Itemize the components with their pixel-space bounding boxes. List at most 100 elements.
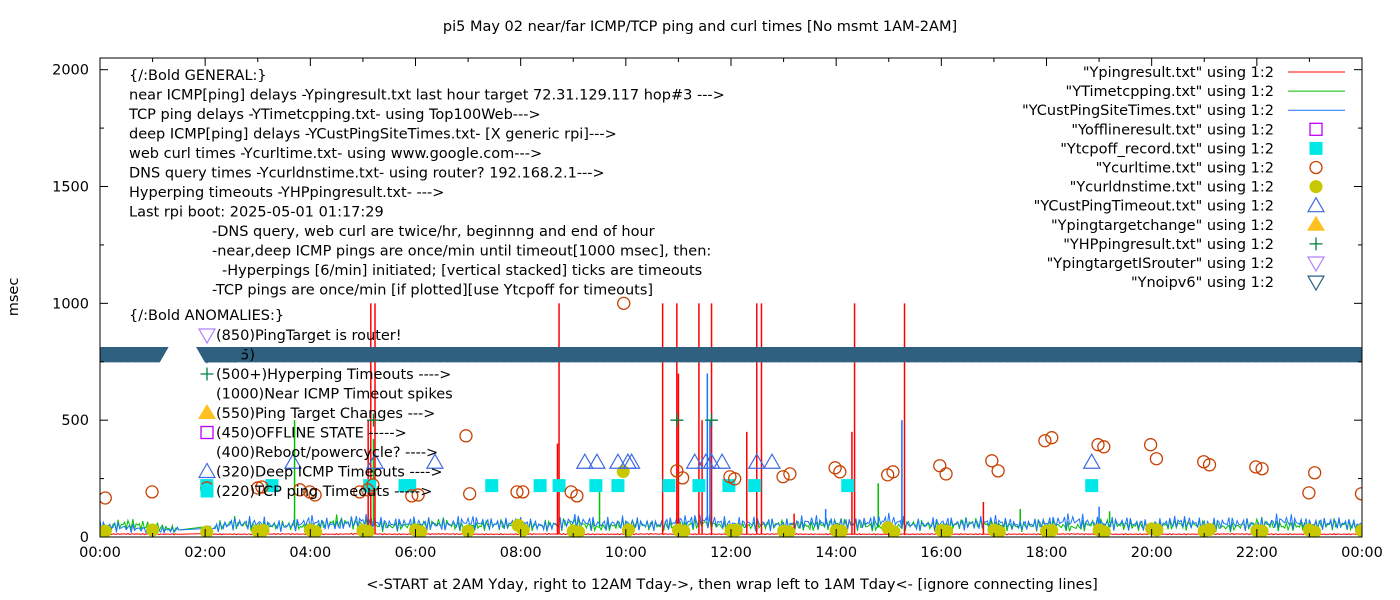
- annotations: {/:Bold GENERAL:} near ICMP[ping] delays …: [128, 68, 725, 500]
- ycurltime-txt-using-point: [510, 485, 524, 499]
- ycurldnstime-txt-using-point: [100, 524, 112, 537]
- x-tick-label: 14:00: [815, 545, 857, 561]
- anomaly-label: (400)Reboot/powercycle? ---->: [216, 445, 438, 461]
- anomaly-label: (850)PingTarget is router!: [216, 328, 402, 344]
- ycurldnstime-txt-using-point: [414, 525, 428, 537]
- legend-swatch-open-triangle-down-icon: [1306, 275, 1326, 292]
- yhppingresult-txt-using-point: [705, 413, 719, 427]
- ycurldnstime-txt-using-point: [256, 523, 270, 537]
- y-tick-label: 0: [80, 530, 89, 546]
- general-subnote: -DNS query, web curl are twice/hr, begin…: [212, 224, 655, 240]
- ycurltime-txt-using-point: [459, 429, 473, 443]
- legend-swatch-open-circle-icon: [1309, 160, 1323, 175]
- general-note: DNS query times -Ycurldnstime.txt- using…: [129, 166, 605, 182]
- ynoipv6-point: [1352, 346, 1362, 363]
- y-tick-label: 500: [61, 413, 89, 429]
- anomaly-symbol-open-triangle-down-icon: [197, 328, 217, 345]
- ytcpoff-record-txt-using-point: [841, 479, 855, 493]
- legend-swatch-open-triangle-down-icon: [1306, 256, 1326, 273]
- ycurltime-txt-using-point: [991, 464, 1005, 478]
- ycurltime-txt-using-point: [366, 478, 380, 492]
- ytcpoff-record-txt-using-point: [692, 479, 706, 493]
- ycurltime-txt-using-point: [1249, 460, 1263, 474]
- ytcpoff-record-txt-using-point: [1085, 479, 1099, 493]
- legend-swatch-filled-circle-icon: [1309, 180, 1323, 194]
- x-tick-label: 00:00: [79, 545, 121, 561]
- legend-swatch-plus-icon: [1309, 237, 1323, 251]
- y-tick-label: 2000: [52, 63, 89, 79]
- general-note: TCP ping delays -YTimetcpping.txt- using…: [128, 107, 541, 123]
- ycustpingtimeout-txt-using-point: [622, 453, 641, 469]
- x-tick-label: 16:00: [920, 545, 962, 561]
- ycurltime-txt-using-point: [255, 480, 269, 494]
- anomaly-symbol-open-triangle-up-icon: [197, 462, 217, 479]
- x-tick-label: 22:00: [1236, 545, 1278, 561]
- ycustpingtimeout-txt-using-point: [575, 453, 594, 469]
- ycurltime-txt-using-point: [1097, 440, 1111, 454]
- legend-swatch-plus-icon-stroke: [1309, 237, 1323, 251]
- ycustpingtimeout-txt-using-point: [702, 453, 721, 469]
- anomaly-symbol-plus-icon-stroke: [200, 367, 214, 381]
- ycurltime-txt-using-point: [1143, 438, 1158, 452]
- x-tick-label: 02:00: [184, 545, 226, 561]
- ycurltime-txt-using-point: [411, 488, 425, 502]
- ycurldnstime-txt-using-point: [1308, 525, 1322, 537]
- ycurltime-txt-using-point: [1354, 487, 1362, 501]
- general-note: Hyperping timeouts -YHPpingresult.txt- -…: [129, 185, 444, 201]
- ycurltime-txt-using-point: [985, 454, 999, 468]
- x-tick-label: 04:00: [289, 545, 331, 561]
- ycustpingtimeout-txt-using-point: [1082, 453, 1101, 469]
- anomaly-label: (500+)Hyperping Timeouts ---->: [216, 367, 451, 383]
- ycurldnstime-txt-using-point: [200, 525, 214, 537]
- ycurldnstime-txt-using-point: [677, 524, 691, 537]
- ynoipv6-point: [150, 346, 169, 363]
- legend-swatch-filled-triangle-up-icon: [1307, 215, 1325, 231]
- general-note: deep ICMP[ping] delays -YCustPingSiteTim…: [129, 127, 617, 143]
- ycurltime-txt-using-point: [728, 472, 742, 486]
- legend: "Ypingresult.txt" using 1:2 "YTimetcpping…: [1022, 65, 1345, 292]
- ycustpingtimeout-txt-using-point: [713, 453, 732, 469]
- ycurldnstime-txt-using-point: [1045, 523, 1059, 537]
- x-tick-label: 06:00: [395, 545, 437, 561]
- ycurldnstime-txt-using-point: [146, 523, 160, 537]
- legend-label: "Ynoipv6" using 1:2: [1131, 275, 1274, 291]
- ycurltime-txt-using-point: [463, 487, 477, 501]
- ycurltime-txt-using-point: [675, 471, 690, 485]
- legend-label: "Ycurltime.txt" using 1:2: [1096, 161, 1274, 177]
- anomaly-symbol-plus-icon: [200, 367, 214, 381]
- ycurldnstime-txt-using-point: [1150, 523, 1164, 537]
- axes: 00:00 02:00 04:00 06:00 08:00 10:00 12:00 14:00…: [52, 57, 1383, 561]
- ycurldnstime-txt-using-point: [782, 525, 796, 537]
- legend-label: "Ypingresult.txt" using 1:2: [1083, 65, 1274, 81]
- chart-title: pi5 May 02 near/far ICMP/TCP ping and cu…: [443, 19, 957, 35]
- ycurldnstime-txt-using-point: [616, 465, 630, 479]
- ycustpingtimeout-txt-using-point: [587, 453, 606, 469]
- legend-swatch-filled-square-icon: [1309, 141, 1323, 155]
- ycustpingtimeout-txt-using-point: [425, 453, 444, 469]
- anomaly-label: (550)Ping Target Changes --->: [216, 406, 435, 422]
- ytcpoff-record-txt-using-point: [265, 479, 279, 493]
- ycurltime-txt-using-point: [308, 488, 322, 502]
- ycurltime-txt-using-point: [293, 483, 307, 497]
- ycurltime-txt-using-point: [1202, 458, 1217, 472]
- ycurltime-txt-using-point: [145, 485, 159, 499]
- ytcpoff-record-txt-using-point: [748, 479, 762, 493]
- anomaly-label: (450)OFFLINE STATE ----->: [216, 426, 407, 442]
- ycurldnstime-txt-using-point: [461, 524, 475, 537]
- y-tick-label: 1000: [52, 296, 89, 312]
- yhppingresult-txt-using-point-stroke: [670, 413, 684, 427]
- legend-label: "YCustPingTimeout.txt" using 1:2: [1034, 199, 1274, 215]
- ycurltime-txt-using-point: [833, 465, 847, 479]
- ycurltime-txt-using-point: [100, 491, 112, 505]
- x-tick-label: 00:00: [1341, 545, 1383, 561]
- ycurldnstime-txt-using-point: [572, 525, 586, 537]
- ytcpoff-record-txt-using-point: [589, 479, 603, 493]
- ycurldnstime-txt-using-point: [1097, 525, 1111, 537]
- ycustpingtimeout-txt-using-point: [283, 453, 303, 469]
- ycurltime-txt-using-point: [516, 485, 530, 499]
- ycurltime-txt-using-point: [933, 459, 947, 473]
- ycustpingtimeout-txt-using-point: [365, 453, 385, 469]
- ytcpoff-record-txt-using-point: [552, 479, 566, 493]
- ycurldnstime-txt-using-point: [887, 525, 901, 537]
